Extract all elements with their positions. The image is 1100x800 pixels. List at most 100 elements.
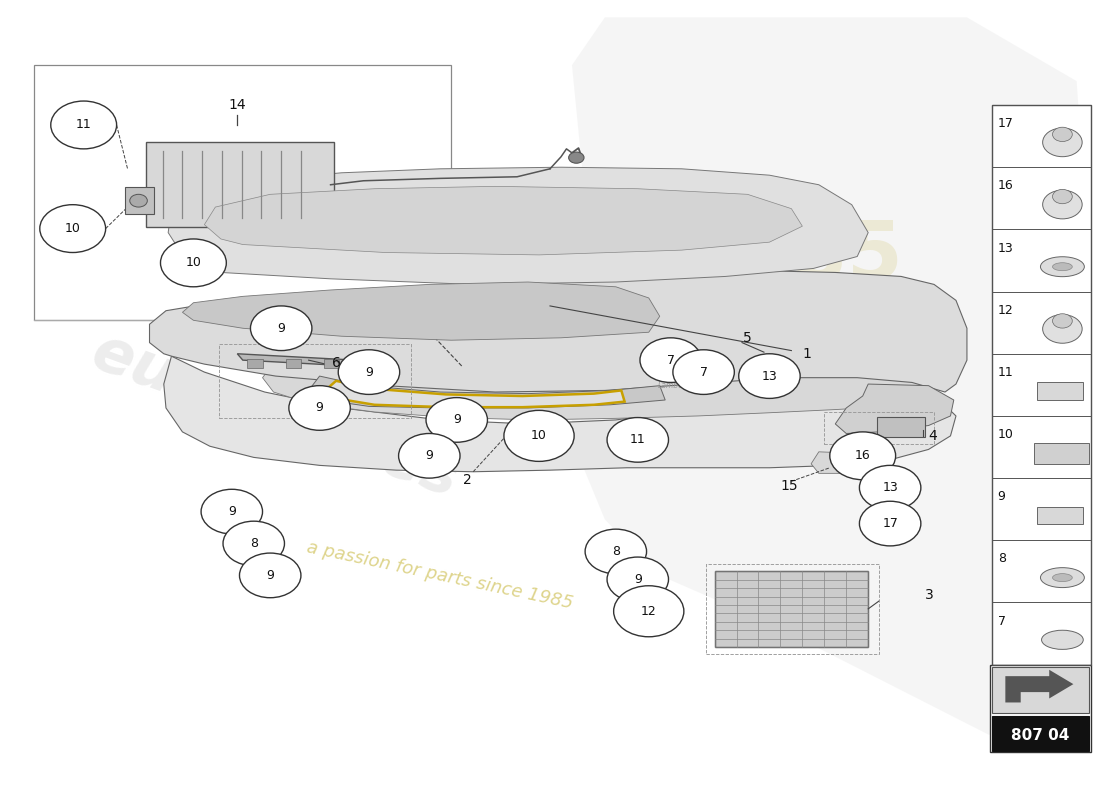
Text: 9: 9 (365, 366, 373, 378)
Circle shape (607, 557, 669, 602)
Text: 11: 11 (998, 366, 1013, 379)
Polygon shape (309, 376, 666, 408)
Text: a passion for parts since 1985: a passion for parts since 1985 (306, 538, 575, 613)
Ellipse shape (1053, 574, 1072, 582)
Circle shape (739, 354, 800, 398)
FancyBboxPatch shape (146, 142, 333, 227)
Text: 10: 10 (186, 256, 201, 270)
Circle shape (504, 410, 574, 462)
Text: 16: 16 (855, 450, 870, 462)
FancyBboxPatch shape (1034, 443, 1089, 464)
Text: 11: 11 (76, 118, 91, 131)
Circle shape (289, 386, 350, 430)
Circle shape (223, 521, 285, 566)
Circle shape (614, 586, 684, 637)
Circle shape (1053, 190, 1072, 204)
FancyBboxPatch shape (877, 417, 925, 438)
Text: 13: 13 (998, 242, 1013, 254)
FancyBboxPatch shape (992, 667, 1089, 713)
Circle shape (398, 434, 460, 478)
Text: 9: 9 (998, 490, 1005, 503)
FancyBboxPatch shape (248, 358, 263, 368)
Circle shape (51, 101, 117, 149)
Polygon shape (150, 271, 967, 392)
Text: 1985: 1985 (680, 218, 903, 295)
Circle shape (130, 194, 147, 207)
Circle shape (640, 338, 702, 382)
Text: Lamborghini: Lamborghini (658, 381, 705, 390)
Circle shape (201, 490, 263, 534)
Circle shape (673, 350, 735, 394)
FancyBboxPatch shape (990, 666, 1091, 752)
Text: 7: 7 (700, 366, 707, 378)
FancyBboxPatch shape (362, 358, 377, 368)
Circle shape (859, 466, 921, 510)
Circle shape (161, 239, 227, 286)
Circle shape (1043, 314, 1082, 343)
Circle shape (40, 205, 106, 253)
Circle shape (1043, 128, 1082, 157)
Polygon shape (326, 381, 625, 407)
Text: 9: 9 (277, 322, 285, 334)
Polygon shape (835, 384, 954, 434)
Text: 9: 9 (266, 569, 274, 582)
Polygon shape (263, 354, 936, 420)
FancyBboxPatch shape (34, 65, 451, 320)
Text: 3: 3 (925, 588, 934, 602)
FancyBboxPatch shape (1037, 382, 1084, 400)
Circle shape (607, 418, 669, 462)
Text: 4: 4 (928, 429, 937, 443)
Circle shape (338, 350, 399, 394)
Circle shape (1053, 127, 1072, 142)
Polygon shape (572, 18, 1088, 735)
Text: 9: 9 (453, 414, 461, 426)
Text: 9: 9 (316, 402, 323, 414)
Text: 11: 11 (630, 434, 646, 446)
Polygon shape (1005, 670, 1074, 702)
Text: 12: 12 (641, 605, 657, 618)
Text: 9: 9 (426, 450, 433, 462)
Polygon shape (168, 167, 868, 285)
Polygon shape (811, 452, 888, 474)
Text: 807 04: 807 04 (1011, 728, 1069, 743)
FancyBboxPatch shape (1037, 506, 1084, 524)
FancyBboxPatch shape (992, 105, 1091, 665)
Text: 1: 1 (802, 346, 811, 361)
Text: 10: 10 (65, 222, 80, 235)
Text: 7: 7 (998, 614, 1005, 628)
Text: 9: 9 (634, 573, 641, 586)
Text: 9: 9 (228, 505, 235, 518)
Polygon shape (164, 356, 956, 472)
FancyBboxPatch shape (125, 187, 154, 214)
Circle shape (859, 502, 921, 546)
Polygon shape (238, 354, 390, 368)
Ellipse shape (1053, 262, 1072, 270)
Circle shape (829, 432, 895, 480)
Circle shape (1043, 190, 1082, 219)
Circle shape (240, 553, 301, 598)
Ellipse shape (1041, 257, 1085, 277)
Ellipse shape (1042, 630, 1084, 650)
Text: 13: 13 (761, 370, 778, 382)
FancyBboxPatch shape (715, 571, 868, 647)
Text: 8: 8 (612, 545, 619, 558)
Text: 8: 8 (250, 537, 257, 550)
FancyBboxPatch shape (324, 358, 339, 368)
Text: 14: 14 (229, 98, 246, 112)
Ellipse shape (1041, 568, 1085, 587)
Text: 13: 13 (882, 481, 898, 494)
Text: 5: 5 (744, 331, 752, 345)
Text: 7: 7 (667, 354, 674, 366)
Text: 17: 17 (882, 517, 898, 530)
Polygon shape (183, 282, 660, 340)
Circle shape (585, 529, 647, 574)
Circle shape (1053, 314, 1072, 328)
Text: 16: 16 (998, 179, 1013, 192)
Text: 12: 12 (998, 304, 1013, 317)
Polygon shape (205, 186, 802, 255)
Text: 10: 10 (998, 428, 1013, 441)
Text: 2: 2 (463, 473, 472, 486)
Circle shape (251, 306, 312, 350)
Circle shape (426, 398, 487, 442)
Text: eurospares: eurospares (84, 322, 468, 510)
